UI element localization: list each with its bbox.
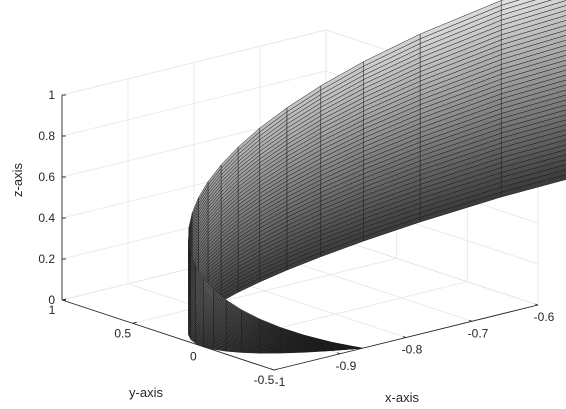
- z-axis-label: z-axis: [10, 163, 25, 197]
- gridline: [325, 234, 539, 306]
- z-tick-label: 1: [48, 88, 55, 102]
- surface-patch: [331, 341, 363, 349]
- x-tick-label: -0.6: [534, 310, 555, 324]
- x-tick-mark: [534, 303, 539, 306]
- axes-layer: -1-0.9-0.8-0.7-0.6-0.500.5100.20.40.60.8…: [38, 88, 554, 389]
- x-tick-mark: [336, 352, 341, 355]
- x-tick-label: -0.7: [468, 326, 489, 340]
- y-tick-mark: [132, 321, 137, 324]
- z-tick-label: 0: [48, 293, 55, 307]
- x-tick-label: -0.8: [402, 343, 423, 357]
- x-tick-label: -1: [275, 375, 286, 389]
- z-tick-label: 0.2: [38, 252, 55, 266]
- y-tick-mark: [203, 345, 208, 348]
- y-tick-label: -0.5: [254, 373, 275, 387]
- y-tick-label: 1: [49, 303, 56, 317]
- z-tick-label: 0.6: [38, 170, 55, 184]
- y-tick-label: 0.5: [114, 326, 131, 340]
- y-tick-label: 0: [190, 350, 197, 364]
- z-tick-label: 0.8: [38, 129, 55, 143]
- surface-layer: [188, 0, 566, 354]
- x-tick-label: -0.9: [336, 359, 357, 373]
- gridline: [132, 257, 397, 324]
- x-tick-mark: [402, 336, 407, 338]
- y-tick-mark: [273, 368, 279, 371]
- z-tick-label: 0.4: [38, 211, 55, 225]
- x-tick-mark: [270, 368, 275, 371]
- label-layer: x-axis y-axis z-axis: [10, 163, 419, 405]
- y-axis-line: [61, 299, 275, 371]
- x-axis-label: x-axis: [385, 390, 419, 405]
- y-axis-label: y-axis: [129, 385, 163, 400]
- x-tick-mark: [468, 319, 473, 322]
